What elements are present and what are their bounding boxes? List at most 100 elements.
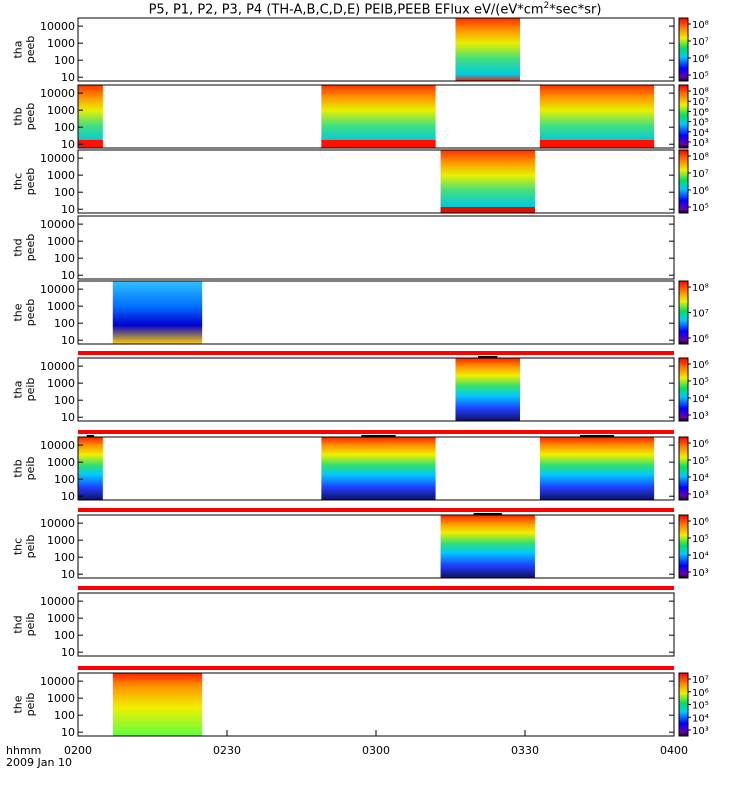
data-block: [539, 437, 655, 500]
y-tick-label: 1000: [47, 37, 75, 50]
colorbar-label: 10⁵: [692, 71, 709, 82]
panel-label: thapeeb: [12, 36, 37, 64]
panel-label-line: peeb: [24, 103, 37, 131]
panel-label-line: thb: [12, 459, 25, 477]
y-tick-label: 10000: [40, 439, 75, 452]
y-tick-label: 100: [54, 54, 75, 67]
panel-label-line: thd: [12, 238, 25, 256]
flux-mark: [579, 435, 615, 437]
colorbar-label: 10⁶: [692, 107, 709, 118]
panel-label: thepeeb: [12, 299, 37, 327]
panel-label-line: peib: [24, 613, 37, 637]
colorbar-label: 10³: [692, 568, 709, 579]
x-tick-label: 0400: [660, 744, 688, 757]
low-energy-band: [440, 207, 535, 213]
x-tick-label: 0230: [213, 744, 241, 757]
panel-label-line: thc: [12, 538, 25, 555]
colorbar-label: 10⁷: [692, 309, 709, 320]
panel-label-line: the: [12, 695, 25, 713]
y-tick-label: 10000: [40, 595, 75, 608]
plot-area: [78, 150, 674, 213]
colorbar-label: 10⁶: [692, 54, 709, 65]
panel-label: thcpeeb: [12, 168, 37, 196]
panel-frame: [77, 17, 675, 82]
y-tick-label: 10000: [40, 152, 75, 165]
panel-label: thepeib: [12, 693, 37, 717]
panel-label-line: peeb: [24, 36, 37, 64]
flux-mark: [86, 435, 95, 437]
colorbar-label: 10⁷: [692, 675, 709, 686]
colorbar-scale: [678, 436, 689, 501]
panel-label-line: tha: [12, 380, 25, 398]
colorbar-scale: [678, 357, 689, 422]
y-tick-label: 10000: [40, 517, 75, 530]
y-tick-label: 1000: [47, 692, 75, 705]
colorbar-label: 10⁵: [692, 203, 709, 214]
y-tick-label: 100: [54, 252, 75, 265]
colorbar-scale: [678, 17, 689, 82]
panel-label: thdpeeb: [12, 234, 37, 262]
panel-label-line: peib: [24, 535, 37, 559]
y-tick-label: 10: [61, 334, 75, 347]
panel-label-line: peeb: [24, 234, 37, 262]
panel-label: thdpeib: [12, 613, 37, 637]
flux-mark: [478, 356, 498, 358]
panel-frame: [77, 592, 675, 657]
panel-frame: [77, 84, 675, 149]
panel-label-line: tha: [12, 40, 25, 58]
panel-frame: [77, 436, 675, 501]
y-tick-label: 10: [61, 203, 75, 216]
colorbar-label: 10⁷: [692, 97, 709, 108]
colorbar-label: 10⁸: [692, 283, 709, 294]
y-tick-label: 1000: [47, 104, 75, 117]
low-energy-band: [321, 140, 436, 148]
panel-label: thbpeib: [12, 457, 37, 481]
panel-frame: [77, 357, 675, 422]
colorbar-label: 10⁴: [692, 473, 709, 484]
flux-mark: [473, 513, 502, 515]
colorbar-label: 10⁵: [692, 377, 709, 388]
y-tick-label: 100: [54, 394, 75, 407]
y-tick-label: 10: [61, 490, 75, 503]
y-tick-label: 10: [61, 138, 75, 151]
colorbar-label: 10⁷: [692, 169, 709, 180]
y-tick-label: 10: [61, 71, 75, 84]
x-tick-label: 0300: [362, 744, 390, 757]
colorbar-label: 10⁶: [692, 688, 709, 699]
colorbar-label: 10⁴: [692, 128, 709, 139]
colorbar-label: 10⁸: [692, 152, 709, 163]
y-tick-label: 10000: [40, 218, 75, 231]
plot-area: [78, 216, 674, 279]
data-block: [440, 515, 535, 578]
y-tick-label: 1000: [47, 300, 75, 313]
mode-bar: [78, 430, 674, 434]
panel-label-line: thb: [12, 107, 25, 125]
panel-label-line: peib: [24, 693, 37, 717]
y-tick-label: 1000: [47, 377, 75, 390]
flux-mark: [361, 435, 396, 437]
colorbar-scale: [678, 84, 689, 149]
data-block: [455, 358, 521, 421]
panel-label-line: thc: [12, 173, 25, 190]
y-tick-label: 10: [61, 269, 75, 282]
colorbar-scale: [678, 514, 689, 579]
colorbar-scale: [678, 280, 689, 345]
y-tick-label: 10000: [40, 20, 75, 33]
panel-label-line: thd: [12, 615, 25, 633]
data-block: [78, 85, 103, 148]
y-tick-label: 10: [61, 646, 75, 659]
panel-label-line: the: [12, 303, 25, 321]
data-block: [112, 673, 203, 736]
y-tick-label: 1000: [47, 169, 75, 182]
